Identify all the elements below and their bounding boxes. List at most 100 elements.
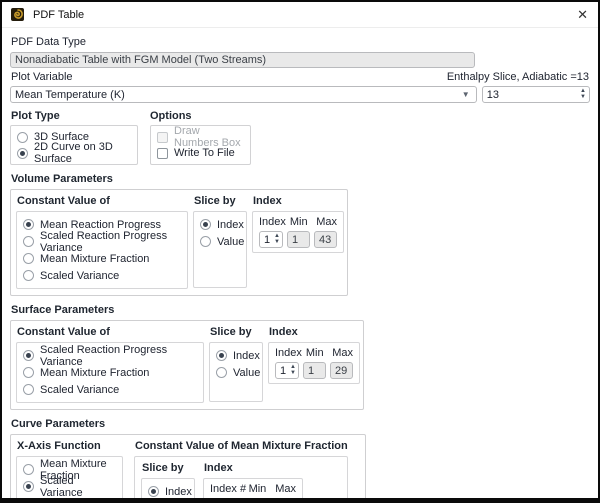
radio-label: Index (165, 485, 192, 498)
curve-parameters-group: X-Axis Function Mean Mixture Fraction Sc… (10, 434, 366, 503)
checkbox-icon[interactable] (157, 147, 168, 159)
radio-mean-mixture-fraction[interactable]: Mean Mixture Fraction (23, 250, 181, 267)
radio-icon[interactable] (23, 253, 34, 264)
radio-scaled-reaction-progress-variance[interactable]: Scaled Reaction Progress Variance (23, 344, 197, 368)
spinner-arrows-icon[interactable]: ▲▼ (290, 363, 296, 376)
checkbox-write-to-file[interactable]: Write To File (157, 145, 244, 161)
x-axis-function-box: Mean Mixture Fraction Scaled Variance (16, 456, 123, 498)
radio-icon[interactable] (23, 464, 34, 475)
radio-selected-icon[interactable] (23, 219, 34, 230)
surface-index-header: Index (269, 326, 298, 338)
min-label: Min (305, 347, 324, 359)
pdf-data-type-field (10, 52, 475, 68)
write-to-file-label: Write To File (174, 147, 235, 159)
radio-slice-index[interactable]: Index (216, 347, 260, 364)
volume-index-spinner[interactable]: ▲▼ (259, 231, 283, 248)
curve-constant-box: Slice by Index Value (134, 456, 348, 503)
radio-icon[interactable] (200, 236, 211, 247)
volume-constant-header: Constant Value of (17, 195, 110, 207)
surface-constant-box: Scaled Reaction Progress Variance Mean M… (16, 342, 204, 403)
radio-slice-index[interactable]: Index (148, 483, 192, 498)
surface-parameters-group: Constant Value of Scaled Reaction Progre… (10, 320, 364, 410)
enthalpy-slice-label: Enthalpy Slice, Adiabatic =13 (446, 71, 589, 83)
surface-constant-header: Constant Value of (17, 326, 110, 338)
surface-slice-by-header: Slice by (210, 326, 252, 338)
surface-index-box: Index Min Max ▲▼ (268, 342, 360, 384)
plot-type-header: Plot Type (11, 110, 60, 122)
volume-parameters-group: Constant Value of Mean Reaction Progress… (10, 189, 348, 296)
radio-label: Scaled Variance (40, 269, 120, 282)
radio-selected-icon[interactable] (17, 147, 28, 159)
surface-index-spinner[interactable]: ▲▼ (275, 362, 299, 379)
min-label: Min (289, 216, 308, 228)
volume-index-box: Index Min Max ▲▼ (252, 211, 344, 253)
curve-index-box: Index # Min Max ▲▼ (203, 478, 303, 503)
radio-selected-icon[interactable] (216, 350, 227, 361)
radio-scaled-variance[interactable]: Scaled Variance (23, 475, 116, 498)
radio-2d-curve[interactable]: 2D Curve on 3D Surface (17, 141, 131, 165)
radio-3d-surface[interactable]: 3D Surface (17, 129, 131, 145)
radio-selected-icon[interactable] (148, 486, 159, 497)
radio-mean-reaction-progress[interactable]: Mean Reaction Progress (23, 216, 181, 233)
radio-selected-icon[interactable] (23, 481, 34, 492)
radio-icon[interactable] (216, 367, 227, 378)
radio-icon[interactable] (23, 384, 34, 395)
radio-2d-curve-label: 2D Curve on 3D Surface (34, 141, 113, 165)
radio-label: Index (233, 349, 260, 362)
radio-selected-icon[interactable] (200, 219, 211, 230)
radio-label: Index (217, 218, 244, 231)
radio-label: Scaled Reaction Progress Variance (40, 229, 168, 254)
radio-mean-mixture-fraction[interactable]: Mean Mixture Fraction (23, 364, 197, 381)
curve-min-field (238, 498, 265, 503)
title-bar: PDF Table ✕ (2, 2, 598, 28)
fluent-app-icon (11, 7, 26, 22)
draw-numbers-box-label: Draw Numbers Box (174, 125, 241, 149)
spinner-arrows-icon[interactable]: ▲▼ (580, 87, 586, 100)
radio-label: Value (217, 235, 245, 248)
radio-scaled-variance[interactable]: Scaled Variance (23, 381, 197, 398)
volume-constant-box: Mean Reaction Progress Scaled Reaction P… (16, 211, 188, 289)
radio-selected-icon[interactable] (23, 350, 34, 361)
surface-index-input[interactable] (280, 364, 290, 377)
plot-variable-dropdown[interactable]: Mean Temperature (K) ▼ (10, 86, 477, 103)
radio-slice-index[interactable]: Index (200, 216, 244, 233)
options-header: Options (150, 110, 192, 122)
curve-index-spinner[interactable]: ▲▼ (210, 498, 234, 503)
radio-label: Mean Mixture Fraction (40, 457, 107, 482)
max-label: Max (316, 216, 337, 228)
volume-max-field (313, 231, 337, 248)
radio-icon[interactable] (23, 236, 34, 247)
index-label: Index (259, 216, 286, 228)
enthalpy-slice-input[interactable] (486, 88, 581, 101)
radio-slice-value[interactable]: Value (216, 364, 260, 381)
options-group: Draw Numbers Box Write To File (150, 125, 251, 165)
radio-label: Scaled Reaction Progress Variance (40, 343, 168, 368)
radio-slice-value[interactable]: Value (200, 233, 244, 250)
x-axis-function-header: X-Axis Function (17, 440, 101, 452)
radio-mean-mixture-fraction[interactable]: Mean Mixture Fraction (23, 458, 116, 482)
radio-label: Mean Reaction Progress (40, 218, 162, 231)
radio-icon[interactable] (23, 270, 34, 281)
pdf-data-type-label: PDF Data Type (11, 36, 86, 48)
plot-variable-value: Mean Temperature (K) (15, 88, 125, 101)
surface-slice-by-box: Index Value (209, 342, 263, 402)
max-label: Max (275, 483, 296, 495)
enthalpy-slice-spinner[interactable]: ▲▼ (481, 86, 590, 103)
volume-index-input[interactable] (264, 233, 274, 246)
volume-parameters-header: Volume Parameters (11, 173, 113, 185)
radio-label: Scaled Variance (40, 383, 120, 396)
chevron-down-icon: ▼ (461, 89, 470, 99)
radio-icon[interactable] (23, 367, 34, 378)
spinner-arrows-icon[interactable]: ▲▼ (274, 232, 280, 245)
plot-variable-label: Plot Variable (11, 71, 73, 83)
radio-label: Mean Mixture Fraction (40, 366, 150, 379)
close-icon[interactable]: ✕ (577, 7, 588, 22)
radio-scaled-variance[interactable]: Scaled Variance (23, 267, 181, 284)
curve-parameters-header: Curve Parameters (11, 418, 106, 430)
curve-constant-header: Constant Value of Mean Mixture Fraction (135, 440, 348, 452)
radio-3d-surface-label: 3D Surface (34, 131, 90, 143)
radio-icon[interactable] (17, 131, 28, 143)
surface-max-field (329, 362, 353, 379)
radio-scaled-reaction-progress-variance[interactable]: Scaled Reaction Progress Variance (23, 230, 181, 254)
